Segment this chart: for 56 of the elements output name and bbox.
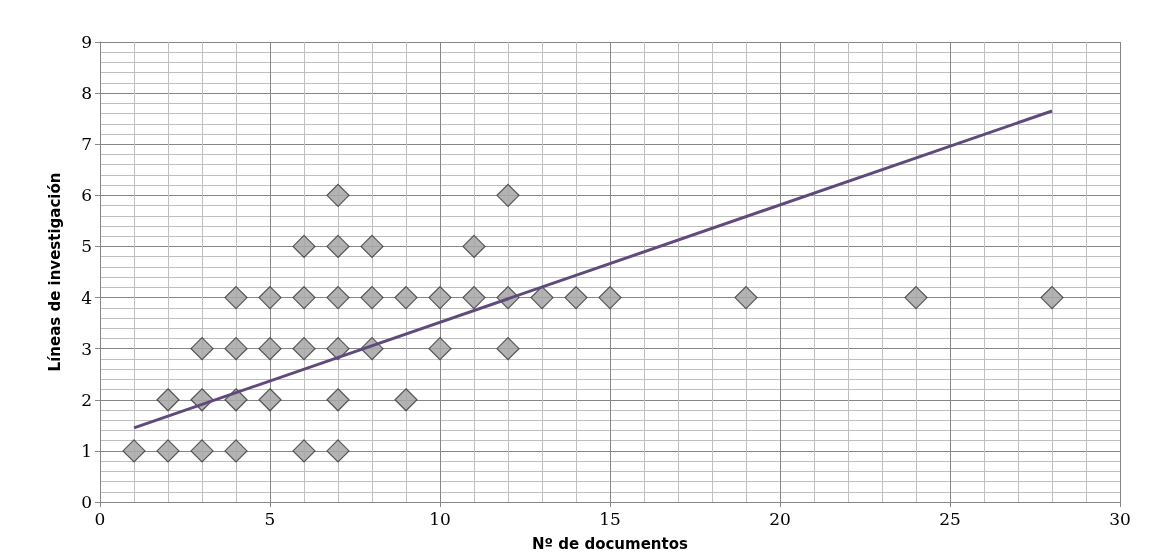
point [292,337,316,361]
point [258,388,282,412]
point [394,388,418,412]
point [360,285,384,310]
y-axis-title: Líneas de investigación [45,172,64,372]
point [156,439,180,463]
point [224,285,248,310]
point [496,183,520,207]
point [462,285,486,310]
point [530,285,554,310]
y-tick-label: 3 [81,338,92,359]
x-tick-label: 5 [264,508,276,529]
point [258,285,282,310]
point [360,234,384,259]
point [564,285,588,310]
point [122,439,146,463]
point [394,285,418,310]
point [428,337,452,361]
point [598,285,622,310]
point [326,439,350,463]
point [224,439,248,463]
point [156,388,180,412]
point [292,439,316,463]
y-tick-label: 4 [81,287,92,308]
point [292,285,316,310]
y-tick-label: 7 [81,134,92,155]
x-tick-label: 25 [939,508,961,529]
x-tick-label: 0 [94,508,106,529]
point [428,285,452,310]
point [190,439,214,463]
y-tick-label: 1 [81,440,92,461]
y-tick-label: 8 [81,83,92,104]
point [326,285,350,310]
y-tick-label: 5 [81,236,92,257]
x-tick-label: 15 [599,508,621,529]
point [326,234,350,259]
point [258,337,282,361]
point [496,337,520,361]
point [904,285,928,310]
y-tick-label: 0 [81,492,92,512]
point [326,337,350,361]
point [326,183,350,207]
y-tick-label: 9 [81,32,92,52]
x-tick-label: 30 [1109,508,1131,529]
x-axis-title: Nº de documentos [532,534,688,553]
point [292,234,316,259]
x-tick-label: 20 [769,508,791,529]
point [190,337,214,361]
point [734,285,758,310]
point [326,388,350,412]
point [224,337,248,361]
y-tick-label: 2 [81,389,92,410]
point [1040,285,1064,310]
x-tick-label: 10 [429,508,451,529]
y-tick-label: 6 [81,185,92,206]
point [462,234,486,259]
